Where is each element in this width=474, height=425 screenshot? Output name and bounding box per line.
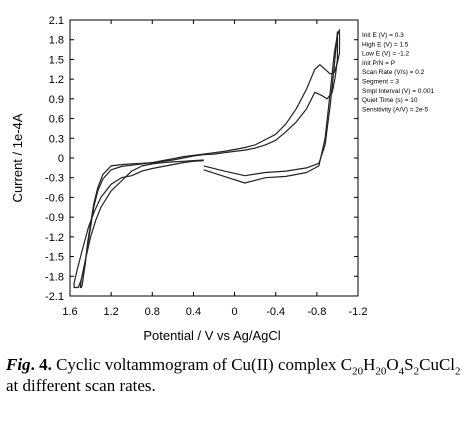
parameter-line: Sensitivity (A/V) = 2e-5	[362, 106, 429, 113]
formula-element: O	[386, 355, 399, 374]
caption-formula: 20H20O4S2CuCl2	[352, 355, 461, 378]
y-tick-label: -1.5	[45, 252, 64, 264]
x-tick-label: 1.6	[62, 306, 77, 318]
parameter-line: Segment = 3	[362, 79, 399, 86]
formula-subscript: 4	[398, 365, 405, 378]
caption-fig-label: Fig	[6, 355, 31, 374]
y-tick-label: -0.3	[45, 173, 64, 185]
axes: 2.1 1.8 1.5 1.2 0.9 0.6 0.3 0 -0.3 -0.6 -0.9 -1.2 -1…	[45, 15, 367, 318]
y-tick-label: 0.3	[49, 133, 64, 145]
x-tick-label: 0	[232, 306, 238, 318]
x-axis-title: Potential / V vs Ag/AgCl	[143, 328, 280, 343]
series-group	[73, 29, 341, 289]
caption-fig-number: . 4.	[30, 355, 52, 374]
y-tick-label: -1.2	[45, 232, 64, 244]
x-tick-label: 0.8	[145, 306, 160, 318]
y-tick-label: 0.6	[49, 114, 64, 126]
parameter-line: Init E (V) = 0.3	[362, 32, 404, 39]
formula-subscript: 2	[413, 365, 420, 378]
x-tick-label: -1.2	[349, 306, 368, 318]
x-tick-label: 1.2	[103, 306, 118, 318]
x-tick-label: -0.4	[266, 306, 285, 318]
voltammogram-curve-1	[79, 31, 338, 289]
formula-element: S	[404, 355, 414, 374]
y-tick-label: -1.8	[45, 271, 64, 283]
formula-element: H	[363, 355, 376, 374]
caption-text-after: at different scan rates.	[6, 376, 156, 395]
formula-subscript: 2	[455, 365, 461, 378]
y-tick-label: 1.2	[49, 74, 64, 86]
formula-subscript: 20	[375, 365, 387, 378]
cyclic-voltammogram-chart: 2.1 1.8 1.5 1.2 0.9 0.6 0.3 0 -0.3 -0.6 -0.9 -1.2 -1…	[10, 15, 434, 343]
parameter-line: Init P/N = P	[362, 60, 395, 67]
figure-caption: Fig. 4. Cyclic voltammogram of Cu(II) co…	[6, 354, 468, 396]
y-axis-title: Current / 1e-4A	[10, 113, 25, 202]
parameter-line: Smpl Interval (V) = 0.001	[362, 88, 434, 95]
parameter-line: High E (V) = 1.5	[362, 41, 409, 48]
y-tick-label: 1.8	[49, 35, 64, 47]
parameter-line: Low E (V) = -1.2	[362, 51, 410, 58]
y-tick-label: 1.5	[49, 54, 64, 66]
y-tick-label: -2.1	[45, 291, 64, 303]
y-tick-label: 0.9	[49, 94, 64, 106]
y-tick-label: 2.1	[49, 15, 64, 27]
y-tick-label: -0.6	[45, 192, 64, 204]
plot-frame	[69, 19, 359, 297]
parameter-list: Init E (V) = 0.3 High E (V) = 1.5 Low E (V…	[362, 32, 434, 113]
caption-text-before: Cyclic voltammogram of Cu(II) complex C	[51, 355, 353, 374]
formula-element: CuCl	[419, 355, 456, 374]
voltammogram-curve-2	[73, 29, 341, 289]
x-tick-label: -0.8	[307, 306, 326, 318]
y-tick-label: -0.9	[45, 212, 64, 224]
x-tick-label: 0.4	[186, 306, 201, 318]
y-tick-label: 0	[58, 153, 64, 165]
parameter-line: Scan Rate (V/s) = 0.2	[362, 69, 425, 76]
formula-subscript: 20	[352, 365, 364, 378]
parameter-line: Quiet Time (s) = 10	[362, 97, 418, 104]
